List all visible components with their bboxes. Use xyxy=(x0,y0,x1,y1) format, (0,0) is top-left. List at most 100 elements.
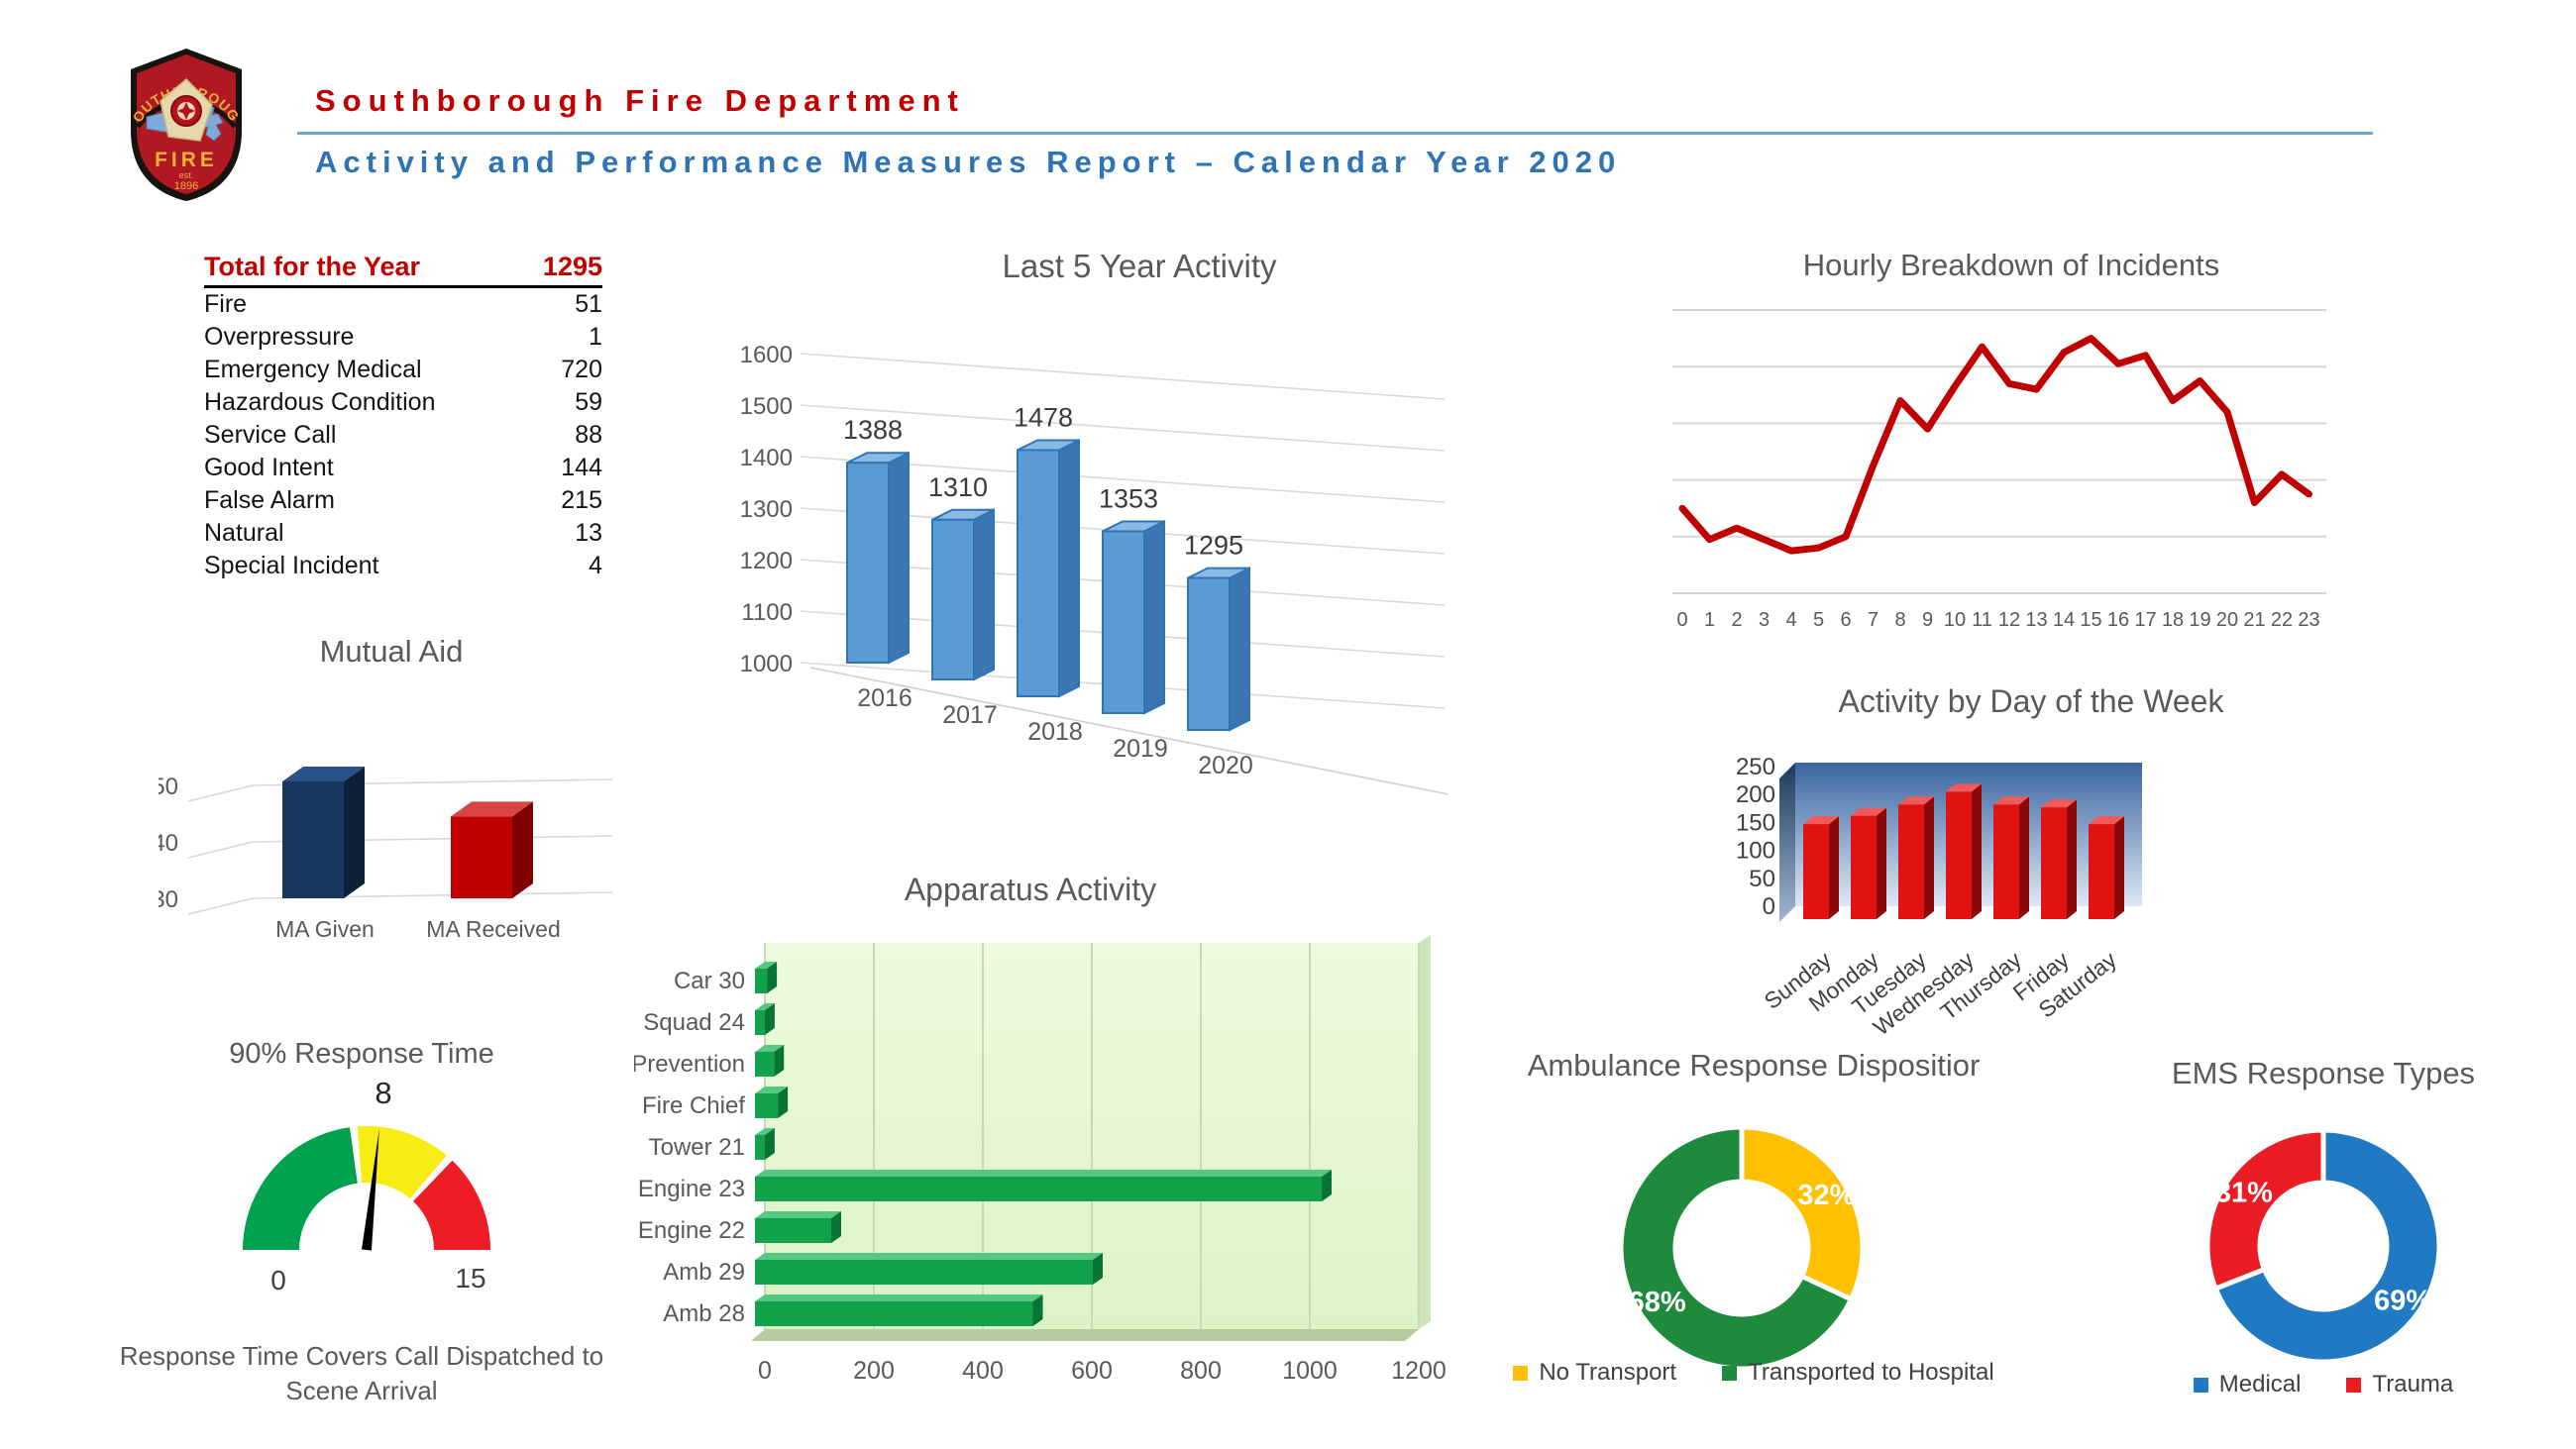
bar-2018 xyxy=(1017,438,1080,698)
bar-Tuesday xyxy=(1898,796,1934,919)
axis-label: 50 xyxy=(159,774,178,800)
slice-pct-label: 68% xyxy=(1629,1287,1686,1318)
legend-swatch-icon xyxy=(1513,1365,1529,1381)
table-row: Natural 13 xyxy=(204,517,602,550)
axis-label: 50 xyxy=(1749,866,1775,892)
report-title: Activity and Performance Measures Report… xyxy=(315,145,1622,179)
floor xyxy=(751,1329,1419,1341)
axis-label: 40 xyxy=(159,830,178,857)
bar-front-face xyxy=(282,781,344,898)
table-body: Fire 51 Overpressure 1 Emergency Medical 720 H… xyxy=(204,288,602,582)
maltese-cross-icon xyxy=(177,102,195,120)
legend-label: No Transport xyxy=(1539,1359,1677,1386)
bar-side-face xyxy=(1229,566,1250,732)
category-label: Engine 23 xyxy=(638,1176,745,1202)
x-tick-label: 6 xyxy=(1840,609,1851,631)
row-value: 720 xyxy=(561,356,602,383)
axis-label: 30 xyxy=(159,886,178,913)
bar-front-face xyxy=(1993,804,2019,919)
bar-side-face xyxy=(1143,519,1165,715)
bar-top-face xyxy=(755,962,778,969)
header-rule xyxy=(297,132,2373,135)
bar-top-face xyxy=(282,767,365,781)
bar-side-face xyxy=(344,767,365,898)
gauge-segment-1 xyxy=(357,1125,447,1199)
legend-label: Trauma xyxy=(2372,1371,2454,1397)
row-value: 144 xyxy=(561,454,602,481)
bar-front-face xyxy=(755,1260,1093,1285)
gauge-value-label: 8 xyxy=(375,1076,391,1110)
x-tick-label: 23 xyxy=(2298,609,2319,631)
axis-label: 150 xyxy=(1736,809,1775,836)
bar-top-face xyxy=(755,1128,775,1135)
table-row: Overpressure 1 xyxy=(204,321,602,354)
row-label: Fire xyxy=(204,290,248,318)
value-label: 1478 xyxy=(1014,402,1073,432)
bar-front-face xyxy=(755,1093,779,1118)
bar-side-face xyxy=(2067,799,2077,919)
gridline xyxy=(800,404,1446,452)
bar-end-face xyxy=(1093,1253,1103,1285)
gauge-title: 90% Response Time xyxy=(229,1038,494,1070)
bar-Prevention xyxy=(755,1045,785,1077)
gridline xyxy=(187,835,613,859)
bar-front-face xyxy=(755,1218,831,1243)
table-header-value: 1295 xyxy=(542,252,602,281)
bar-side-face xyxy=(1058,438,1080,698)
axis-label: 1300 xyxy=(740,496,793,523)
table-row: Emergency Medical 720 xyxy=(204,354,602,386)
row-value: 1 xyxy=(589,323,602,351)
x-tick-label: 22 xyxy=(2271,609,2293,631)
gauge-min-label: 0 xyxy=(270,1265,286,1295)
shield-badge-icon: SOUTHBOROUGH FIRE est. 1896 xyxy=(121,33,242,201)
table-row: False Alarm 215 xyxy=(204,484,602,517)
bar-Saturday xyxy=(2089,816,2124,919)
bar-Engine-23 xyxy=(755,1170,1332,1201)
bar-Thursday xyxy=(1993,796,2029,919)
slice-pct-label: 32% xyxy=(1797,1180,1855,1211)
bar-side-face xyxy=(2114,816,2124,919)
x-tick-label: 20 xyxy=(2216,609,2238,631)
bar-front-face xyxy=(2089,824,2114,919)
x-tick-label: 9 xyxy=(1922,609,1933,631)
gridline xyxy=(187,778,613,802)
row-label: Natural xyxy=(204,519,284,547)
bar-2020 xyxy=(1187,566,1250,732)
bar-front-face xyxy=(755,1177,1322,1201)
category-label: 2017 xyxy=(942,701,998,729)
activity-by-day-chart: 050100150200250SundayMondayTuesdayWednes… xyxy=(1736,754,2142,1040)
x-tick-label: 4 xyxy=(1785,609,1796,631)
bar-top-face xyxy=(755,1003,775,1010)
legend-label: Transported to Hospital xyxy=(1748,1359,1994,1386)
gauge-needle xyxy=(362,1128,379,1251)
bar-Wednesday xyxy=(1946,783,1982,919)
bar-top-face xyxy=(2041,799,2077,808)
ems-response-types-donut: 69% 31% xyxy=(2204,1127,2442,1365)
bar-Friday xyxy=(2041,799,2077,919)
bar-front-face xyxy=(755,969,768,993)
x-tick-label: 17 xyxy=(2134,609,2156,631)
x-tick-label: 11 xyxy=(1972,609,1992,631)
axis-label: 250 xyxy=(1736,754,1775,780)
bar-top-face xyxy=(451,801,533,817)
bar-front-face xyxy=(755,1301,1033,1326)
bar-side-face xyxy=(1829,816,1839,919)
row-value: 51 xyxy=(575,290,602,318)
bar-side-face xyxy=(1877,807,1886,919)
category-label: Engine 22 xyxy=(638,1217,745,1244)
apparatus-activity-chart: 0 200 400 600 800 1000 1200 Car 30 Squad 24 Preve… xyxy=(634,935,1447,1385)
floor-edge xyxy=(809,667,1449,795)
legend-item: Transported to Hospital xyxy=(1722,1359,1994,1387)
bar-top-face xyxy=(1993,796,2029,805)
slice-Medical xyxy=(2212,1127,2442,1365)
bar-end-face xyxy=(767,962,778,993)
bar-end-face xyxy=(1032,1294,1043,1326)
slice-Transported-to-Hospital xyxy=(1618,1124,1854,1367)
bar-Tower-21 xyxy=(755,1128,775,1160)
slice-pct-label: 31% xyxy=(2215,1178,2273,1209)
slice-Trauma xyxy=(2204,1127,2326,1292)
category-label: Amb 28 xyxy=(663,1300,745,1327)
bar-front-face xyxy=(1017,449,1060,697)
bar-top-face xyxy=(1851,807,1886,816)
bar-end-face xyxy=(764,1003,775,1035)
